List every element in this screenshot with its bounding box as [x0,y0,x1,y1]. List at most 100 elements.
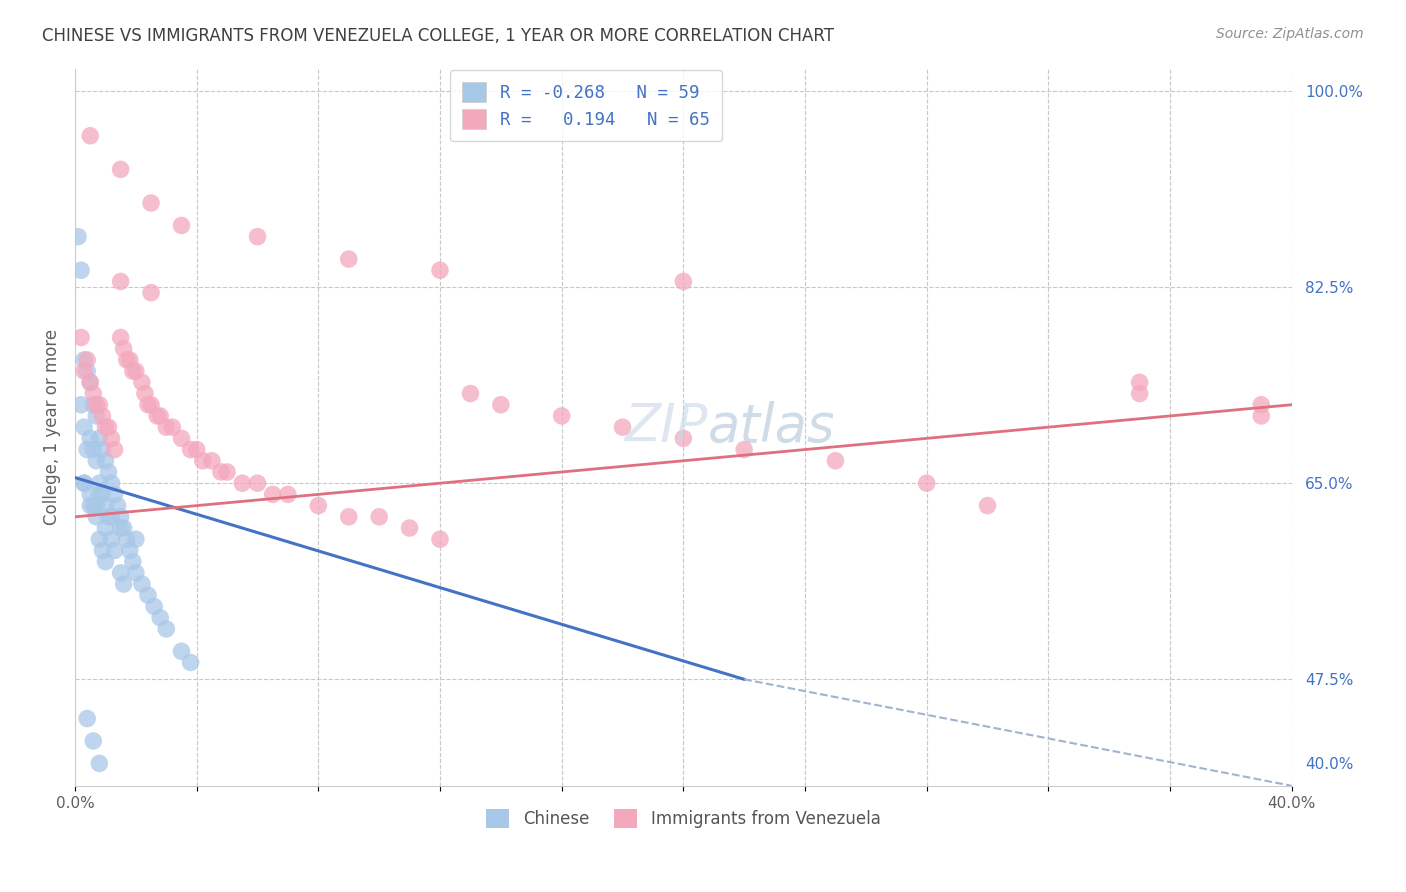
Point [91,442,114,457]
Point [100,476,122,491]
Point [115,352,138,367]
Point [89,476,111,491]
Point [398,521,420,535]
Point [103,487,125,501]
Point [112,521,135,535]
Point [155,622,177,636]
Point [162,420,184,434]
Point [79,376,101,390]
Point [143,599,166,614]
Point [460,386,482,401]
Point [429,533,451,547]
Point [89,431,111,445]
Point [139,285,162,300]
Point [1129,386,1152,401]
Text: CHINESE VS IMMIGRANTS FROM VENEZUELA COLLEGE, 1 YEAR OR MORE CORRELATION CHART: CHINESE VS IMMIGRANTS FROM VENEZUELA COL… [42,27,834,45]
Point [136,588,159,602]
Point [262,487,284,501]
Point [89,398,111,412]
Point [489,398,512,412]
Point [94,521,117,535]
Point [84,398,107,412]
Point [1250,398,1272,412]
Point [91,487,114,501]
Point [149,409,172,423]
Point [277,487,299,501]
Point [73,476,96,491]
Point [191,454,214,468]
Point [733,442,755,457]
Point [131,376,153,390]
Point [84,454,107,468]
Point [100,431,122,445]
Point [82,442,104,457]
Point [118,543,141,558]
Point [209,465,232,479]
Point [76,364,98,378]
Point [170,219,193,233]
Point [84,509,107,524]
Point [1129,376,1152,390]
Point [70,398,93,412]
Point [79,376,101,390]
Point [94,454,117,468]
Point [67,229,90,244]
Point [84,499,107,513]
Point [76,712,98,726]
Point [76,442,98,457]
Text: Source: ZipAtlas.com: Source: ZipAtlas.com [1216,27,1364,41]
Point [73,352,96,367]
Point [180,656,202,670]
Legend: Chinese, Immigrants from Venezuela: Chinese, Immigrants from Venezuela [479,802,887,835]
Point [976,499,998,513]
Point [112,577,135,591]
Point [337,509,360,524]
Point [139,398,162,412]
Point [550,409,572,423]
Point [146,409,169,423]
Point [110,566,132,580]
Text: ZIP: ZIP [624,401,707,453]
Point [118,352,141,367]
Point [368,509,391,524]
Point [70,263,93,277]
Point [125,364,148,378]
Point [121,364,143,378]
Point [246,229,269,244]
Point [97,465,120,479]
Point [170,431,193,445]
Point [100,533,122,547]
Point [139,196,162,211]
Point [155,420,177,434]
Point [217,465,239,479]
Point [149,610,172,624]
Point [84,409,107,423]
Point [89,756,111,771]
Point [94,499,117,513]
Point [115,533,138,547]
Point [307,499,329,513]
Point [103,543,125,558]
Point [73,476,96,491]
Point [100,509,122,524]
Point [125,566,148,580]
Point [97,509,120,524]
Y-axis label: College, 1 year or more: College, 1 year or more [44,329,60,525]
Point [103,442,125,457]
Point [110,275,132,289]
Point [94,420,117,434]
Point [180,442,202,457]
Point [110,330,132,344]
Text: atlas: atlas [707,401,835,453]
Point [82,499,104,513]
Point [110,521,132,535]
Point [136,398,159,412]
Point [110,509,132,524]
Point [672,431,695,445]
Point [73,420,96,434]
Point [107,499,129,513]
Point [79,431,101,445]
Point [231,476,253,491]
Point [246,476,269,491]
Point [89,487,111,501]
